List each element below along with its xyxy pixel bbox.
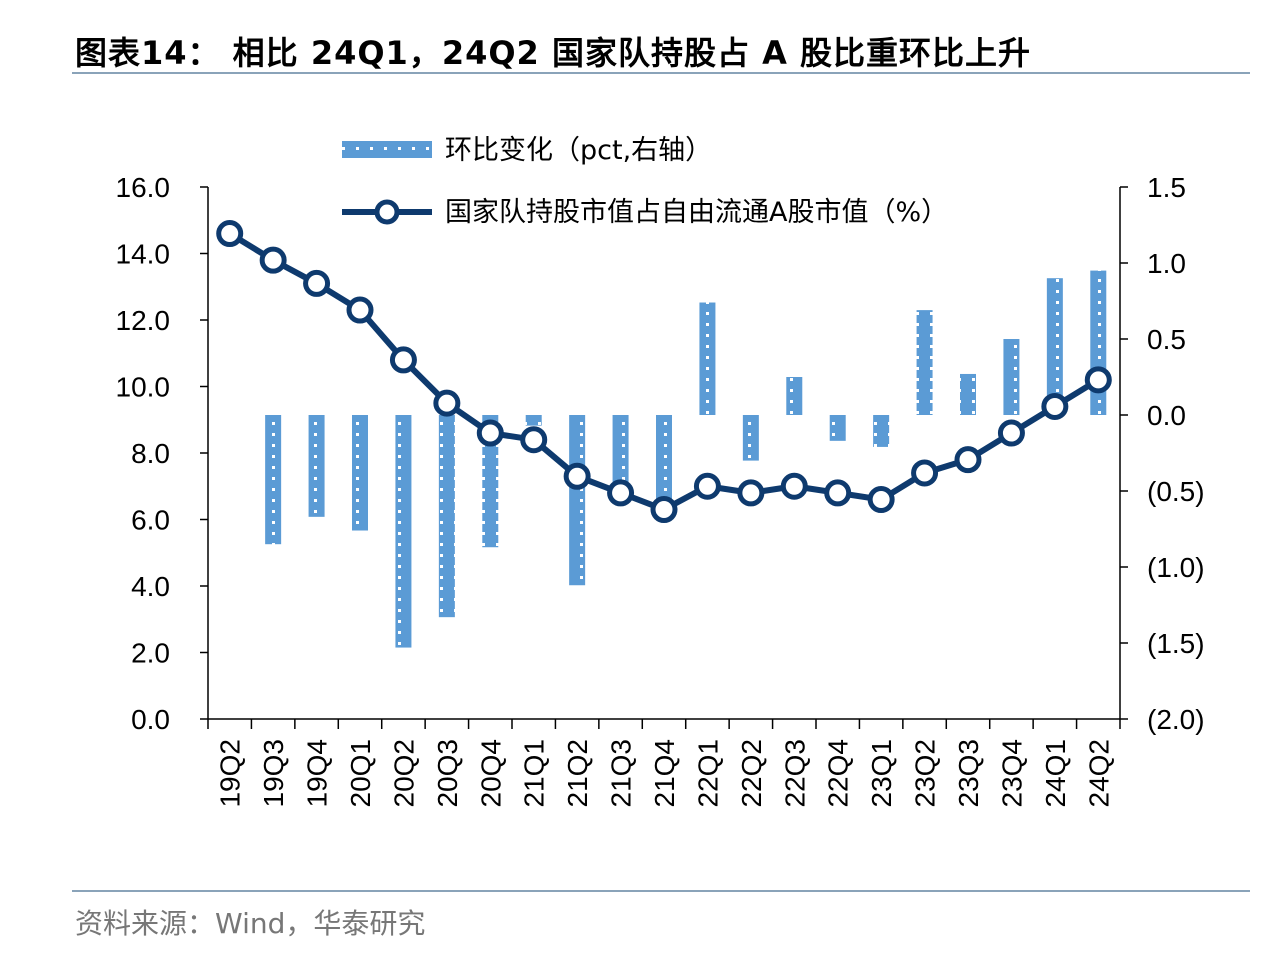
right-tick-label: 1.0 [1147,248,1186,279]
right-tick-label: (1.0) [1147,552,1205,583]
bar-21Q2 [569,415,586,586]
left-tick-label: 8.0 [131,438,170,469]
line-point-24Q1 [1041,392,1069,420]
x-tick-label-20Q1: 20Q1 [345,739,376,808]
left-tick-label: 14.0 [116,239,171,270]
line-point-21Q1 [520,426,548,454]
x-tick-label-23Q4: 23Q4 [996,739,1027,808]
x-tick-label-22Q2: 22Q2 [736,739,767,808]
x-tick-label-20Q2: 20Q2 [388,739,419,808]
bar-20Q4 [482,415,499,548]
x-tick-label-21Q2: 21Q2 [562,739,593,808]
left-tick-label: 12.0 [116,305,171,336]
line-point-20Q1 [346,296,374,324]
chart-svg: 0.0 2.0 4.0 6.0 8.0 10.0 12.0 14.0 16.0 (2.0) (1.5… [116,135,1205,808]
x-tick-label-20Q3: 20Q3 [432,739,463,808]
line-point-20Q2 [389,346,417,374]
right-tick-label: (0.5) [1147,476,1205,507]
chart-title: 图表14： 相比 24Q1，24Q2 国家队持股占 A 股比重环比上升 [75,34,1032,72]
line-point-19Q3 [259,246,287,274]
left-tick-label: 6.0 [131,505,170,536]
line-point-21Q4 [650,496,678,524]
bar-23Q1 [873,415,890,447]
x-tick-label-24Q1: 24Q1 [1040,739,1071,808]
line-layer [216,220,1112,524]
right-tick-label: 0.0 [1147,400,1186,431]
x-tick-label-22Q4: 22Q4 [823,739,854,808]
title-divider [72,72,1250,74]
line-point-22Q3 [780,472,808,500]
line-point-23Q3 [954,446,982,474]
right-tick-label: (1.5) [1147,628,1205,659]
x-tick-label-24Q2: 24Q2 [1083,739,1114,808]
bar-22Q3 [786,377,803,415]
x-tick-label-19Q4: 19Q4 [302,739,333,808]
line-point-19Q2 [216,220,244,248]
bar-19Q4 [308,415,325,517]
x-tick-label-21Q4: 21Q4 [649,739,680,808]
bar-20Q3 [438,415,455,618]
x-tick-label-21Q1: 21Q1 [519,739,550,808]
bar-20Q1 [352,415,368,531]
bars-layer [265,270,1107,648]
legend: 环比变化（pct,右轴） 国家队持股市值占自由流通A股市值（%） [342,135,948,228]
left-tick-label: 2.0 [131,638,170,669]
left-tick-label: 16.0 [116,172,171,203]
right-tick-label: (2.0) [1147,704,1205,735]
bar-23Q3 [960,373,976,415]
line-point-24Q2 [1084,366,1112,394]
left-tick-label: 4.0 [131,571,170,602]
bar-22Q1 [699,302,716,415]
line-point-20Q4 [476,419,504,447]
left-tick-label: 0.0 [131,704,170,735]
right-tick-label: 0.5 [1147,324,1186,355]
line-point-22Q2 [737,479,765,507]
line-point-21Q2 [563,462,591,490]
line-point-22Q1 [693,472,721,500]
line-point-22Q4 [824,479,852,507]
legend-bar-label: 环比变化（pct,右轴） [445,135,712,166]
x-tick-label-23Q1: 23Q1 [866,739,897,808]
bar-21Q3 [612,415,629,488]
legend-line-label: 国家队持股市值占自由流通A股市值（%） [445,197,948,228]
left-tick-label: 10.0 [116,372,171,403]
bar-24Q1 [1046,278,1063,415]
x-tick-label-19Q3: 19Q3 [258,739,289,808]
x-tick-label-22Q1: 22Q1 [692,739,723,808]
x-tick-label-23Q2: 23Q2 [910,739,941,808]
axes-layer: 0.0 2.0 4.0 6.0 8.0 10.0 12.0 14.0 16.0 (2.0) (1.5… [116,172,1205,808]
bar-19Q3 [265,415,282,545]
source-note: 资料来源：Wind，华泰研究 [75,907,426,940]
line-point-23Q2 [911,459,939,487]
bar-21Q4 [656,415,672,499]
right-tick-label: 1.5 [1147,172,1186,203]
line-point-20Q3 [433,389,461,417]
line-point-23Q4 [997,419,1025,447]
line-point-23Q1 [867,486,895,514]
legend-bar-swatch [342,141,432,158]
x-tick-label-21Q3: 21Q3 [606,739,637,808]
bar-23Q4 [1003,339,1020,415]
footer-divider [72,890,1250,892]
line-point-21Q3 [607,479,635,507]
bar-22Q4 [829,415,846,441]
line-point-19Q4 [303,269,331,297]
x-tick-label-23Q3: 23Q3 [953,739,984,808]
legend-line-marker [374,199,400,225]
bar-21Q1 [525,415,542,426]
x-tick-label-19Q2: 19Q2 [215,739,246,808]
bar-20Q2 [395,415,412,648]
x-tick-label-20Q4: 20Q4 [475,739,506,808]
x-tick-label-22Q3: 22Q3 [779,739,810,808]
bar-22Q2 [742,415,759,461]
bar-23Q2 [916,310,933,415]
